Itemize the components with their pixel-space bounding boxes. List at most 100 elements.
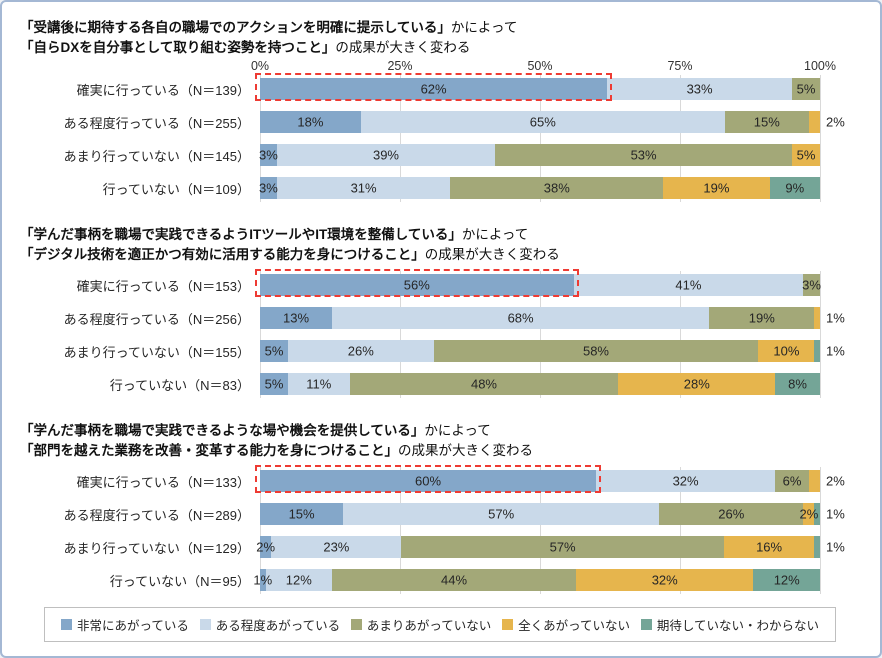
segment-label: 53% (630, 147, 657, 163)
bar-segment: 6% (775, 470, 809, 493)
legend-label: あまりあがっていない (366, 619, 492, 634)
title-strong: 「学んだ事柄を職場で実践できるような場や機会を提供している」 (20, 423, 425, 439)
title-normal: の成果が大きく変わる (335, 39, 471, 55)
category-label: ある程度行っている（N＝289） (63, 507, 250, 523)
category-label: あまり行っていない（N＝145） (63, 148, 250, 164)
chart-title-line: 「学んだ事柄を職場で実践できるようITツールやIT環境を整備している」かによって (20, 225, 880, 245)
bar-segment: 8% (775, 373, 820, 396)
bar-segments: 56% 41% 3% (260, 274, 821, 297)
axis-tick: 25% (387, 59, 413, 74)
bar: 2% 23% 57% 16% 1% (256, 536, 845, 559)
bar-segments: 1% 12% 44% 32% 12% (253, 569, 820, 592)
segment-label: 6% (782, 473, 802, 489)
bar: 5% 11% 48% 28% 8% (260, 373, 820, 396)
bar-segment: 23% (271, 536, 402, 559)
segment-label-outside: 1% (826, 343, 845, 359)
segment-label: 38% (543, 180, 570, 196)
legend-item: あまりあがっていない (350, 615, 492, 634)
segment-label: 58% (582, 343, 609, 359)
category-label: 確実に行っている（N＝139） (76, 82, 250, 98)
title-strong: 「学んだ事柄を職場で実践できるようITツールやIT環境を整備している」 (20, 227, 462, 243)
segment-label: 68% (507, 310, 534, 326)
bar-segment: 28% (618, 373, 776, 396)
legend-item: 期待していない・わからない (640, 615, 819, 634)
bar: 18% 65% 15% 2% (260, 111, 845, 134)
legend: 非常にあがっている ある程度あがっている あまりあがっていない 全くあがっていない 期待… (44, 607, 836, 643)
bar-segment: 12% (265, 569, 333, 592)
bars-area-1: 確実に行っている（N＝139） 62% 33% 5% ある程度行っている（N＝255） 1… (20, 73, 845, 203)
legend-label: ある程度あがっている (215, 619, 341, 634)
title-strong: 「受講後に期待する各自の職場でのアクションを明確に提示している」 (20, 20, 451, 35)
bar-segments: 3% 31% 38% 19% 9% (259, 177, 820, 200)
bar-segment: 5% (260, 340, 288, 363)
segment-label: 56% (403, 277, 430, 293)
highlight-box (255, 465, 601, 494)
bar-segments: 5% 26% 58% 10% (260, 340, 820, 363)
title-strong: 「自らDXを自分事として取り組む姿勢を持つこと」 (20, 39, 336, 55)
bar-segment: 15% (724, 111, 809, 134)
bar-segment: 41% (573, 274, 804, 297)
bar-row: ある程度行っている（N＝256） 13% 68% 19% 1% (20, 307, 845, 330)
bar-segment: 53% (495, 144, 792, 167)
bar: 56% 41% 3% (255, 269, 821, 298)
chart-title-1: 「受講後に期待する各自の職場でのアクションを明確に提示している」かによって 「自… (20, 18, 880, 57)
segment-label: 32% (672, 473, 699, 489)
bar: 15% 57% 26% 2% 1% (260, 503, 845, 526)
bar-row: ある程度行っている（N＝289） 15% 57% 26% 2% 1% (20, 503, 845, 526)
bar-segment: 57% (401, 536, 724, 559)
highlight-box (255, 73, 613, 102)
bar-segments: 13% 68% 19% (260, 307, 820, 330)
segment-label-outside: 2% (826, 114, 845, 130)
legend-swatch (640, 619, 652, 631)
bar-segment: 56% (260, 274, 574, 297)
segment-label: 3% (802, 277, 821, 293)
category-label: 行っていない（N＝109） (102, 181, 250, 197)
category-label: 行っていない（N＝83） (109, 377, 250, 393)
segment-label: 15% (753, 114, 780, 130)
segment-label: 9% (785, 180, 805, 196)
bar-segment: 3% (259, 144, 278, 167)
segment-label: 19% (703, 180, 730, 196)
segment-label: 12% (285, 572, 312, 588)
bar-segment: 13% (260, 307, 333, 330)
category-label: あまり行っていない（N＝155） (63, 344, 250, 360)
segment-label: 16% (756, 539, 783, 555)
category-label: ある程度行っている（N＝255） (63, 115, 250, 131)
bar-segment: 48% (349, 373, 619, 396)
bar-segments: 60% 32% 6% (260, 470, 820, 493)
segment-label: 23% (323, 539, 350, 555)
bar-segment: 26% (288, 340, 434, 363)
segment-label: 44% (441, 572, 468, 588)
category-label: 確実に行っている（N＝133） (76, 474, 250, 490)
legend-item: ある程度あがっている (199, 615, 341, 634)
axis-tick: 75% (667, 59, 693, 74)
segment-label: 5% (264, 343, 284, 359)
segment-label: 57% (488, 506, 515, 522)
category-label: 確実に行っている（N＝153） (76, 278, 250, 294)
axis-tick: 100% (804, 59, 836, 74)
bar-segment: 12% (753, 569, 820, 592)
title-normal: かによって (450, 20, 518, 35)
bar-segments: 15% 57% 26% 2% (260, 503, 820, 526)
bar-segment: 68% (332, 307, 710, 330)
bar: 3% 31% 38% 19% 9% (259, 177, 820, 200)
bar: 3% 39% 53% 5% (259, 144, 820, 167)
chart-title-line: 「学んだ事柄を職場で実践できるような場や機会を提供している」かによって (20, 421, 880, 441)
bar-segment (814, 503, 820, 526)
bar-row: 確実に行っている（N＝139） 62% 33% 5% (20, 73, 820, 102)
bar-row: あまり行っていない（N＝155） 5% 26% 58% 10% 1% (20, 340, 845, 363)
bar-segment: 18% (260, 111, 361, 134)
segment-label: 26% (718, 506, 745, 522)
bar-segment: 5% (791, 144, 820, 167)
bar-segment (808, 470, 820, 493)
bar-segment: 5% (260, 373, 288, 396)
bar: 62% 33% 5% (255, 73, 820, 102)
bar: 5% 26% 58% 10% 1% (260, 340, 845, 363)
legend-swatch (199, 619, 211, 631)
bar: 1% 12% 44% 32% 12% (253, 569, 820, 592)
title-normal: の成果が大きく変わる (424, 246, 560, 262)
segment-label-outside: 1% (826, 506, 845, 522)
chart-title-line: 「自らDXを自分事として取り組む姿勢を持つこと」の成果が大きく変わる (20, 38, 880, 58)
segment-label: 57% (549, 539, 576, 555)
